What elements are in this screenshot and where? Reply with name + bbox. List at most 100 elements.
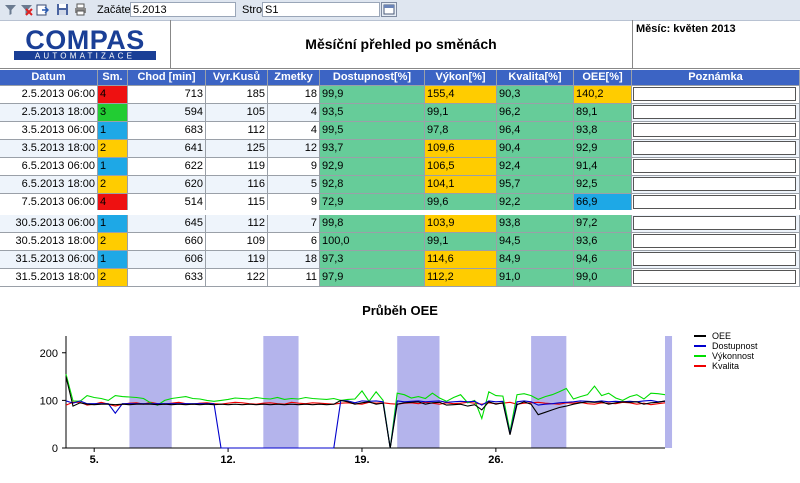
start-month-input[interactable]: 5.2013 [130,2,236,17]
cell-qual: 84,9 [497,251,574,269]
machine-label: Stroj [242,4,265,16]
table-row[interactable]: 30.5.2013 06:00 1 645 112 7 99,8 103,9 93,8 97,2 [0,215,800,233]
weekend-band [263,336,299,448]
cell-perf: 114,6 [425,251,497,269]
note-input[interactable] [633,195,796,209]
series-line-2 [65,374,666,449]
calendar-button[interactable] [381,2,397,17]
table-row[interactable]: 2.5.2013 06:00 4 713 185 18 99,9 155,4 90,3 140,… [0,86,800,104]
cell-shift: 2 [98,176,128,194]
cell-perf: 109,6 [425,140,497,158]
column-header[interactable]: Chod [min] [128,70,206,86]
note-input[interactable] [633,234,796,248]
cell-pcs: 122 [206,269,268,287]
cell-perf: 99,6 [425,194,497,212]
clear-filter-icon[interactable] [20,3,33,16]
table-row[interactable]: 2.5.2013 18:00 3 594 105 4 93,5 99,1 96,2 89,1 [0,104,800,122]
cell-avail: 97,3 [320,251,425,269]
cell-shift: 4 [98,86,128,104]
cell-shift: 1 [98,158,128,176]
column-header[interactable]: Dostupnost[%] [320,70,425,86]
cell-scrap: 4 [268,104,320,122]
table-header: Datum Sm. Chod [min] Vyr.Kusů Zmetky Dostupno… [0,70,800,88]
legend-label: Kvalita [712,361,739,371]
cell-date: 31.5.2013 18:00 [0,269,98,287]
filter-icon[interactable] [4,3,17,16]
note-cell [632,215,800,233]
table-row[interactable]: 6.5.2013 18:00 2 620 116 5 92,8 104,1 95,7 92,5 [0,176,800,194]
note-input[interactable] [633,141,796,155]
cell-date: 30.5.2013 06:00 [0,215,98,233]
cell-oee: 99,0 [574,269,632,287]
table-row[interactable]: 31.5.2013 06:00 1 606 119 18 97,3 114,6 84,9 94,… [0,251,800,269]
cell-qual: 91,0 [497,269,574,287]
cell-pcs: 185 [206,86,268,104]
cell-avail: 100,0 [320,233,425,251]
cell-avail: 92,8 [320,176,425,194]
cell-pcs: 115 [206,194,268,212]
cell-pcs: 105 [206,104,268,122]
column-header[interactable]: Poznámka [632,70,800,86]
note-input[interactable] [633,159,796,173]
note-input[interactable] [633,177,796,191]
note-input[interactable] [633,123,796,137]
calendar-icon [383,4,395,15]
note-input[interactable] [633,252,796,266]
column-header[interactable]: Zmetky [268,70,320,86]
cell-avail: 99,9 [320,86,425,104]
cell-perf: 97,8 [425,122,497,140]
cell-run: 606 [128,251,206,269]
cell-pcs: 112 [206,215,268,233]
cell-qual: 93,8 [497,215,574,233]
table-row[interactable]: 3.5.2013 06:00 1 683 112 4 99,5 97,8 96,4 93,8 [0,122,800,140]
table-row[interactable]: 3.5.2013 18:00 2 641 125 12 93,7 109,6 90,4 92,9 [0,140,800,158]
cell-oee: 94,6 [574,251,632,269]
cell-run: 620 [128,176,206,194]
column-header[interactable]: Kvalita[%] [497,70,574,86]
note-cell [632,86,800,104]
column-header[interactable]: OEE[%] [574,70,632,86]
cell-qual: 96,4 [497,122,574,140]
legend-label: Dostupnost [712,341,758,351]
cell-perf: 99,1 [425,233,497,251]
cell-shift: 1 [98,122,128,140]
cell-date: 6.5.2013 18:00 [0,176,98,194]
cell-run: 660 [128,233,206,251]
cell-shift: 1 [98,251,128,269]
cell-scrap: 18 [268,251,320,269]
note-input[interactable] [633,216,796,230]
note-input[interactable] [633,105,796,119]
save-icon[interactable] [56,3,69,16]
export-icon[interactable] [36,3,49,16]
column-header[interactable]: Vyr.Kusů [206,70,268,86]
machine-input[interactable]: S1 [262,2,380,17]
note-cell [632,122,800,140]
cell-run: 594 [128,104,206,122]
table-row[interactable]: 6.5.2013 06:00 1 622 119 9 92,9 106,5 92,4 91,4 [0,158,800,176]
cell-oee: 97,2 [574,215,632,233]
print-icon[interactable] [74,3,87,16]
cell-scrap: 18 [268,86,320,104]
cell-perf: 99,1 [425,104,497,122]
cell-shift: 3 [98,104,128,122]
cell-oee: 93,6 [574,233,632,251]
cell-scrap: 11 [268,269,320,287]
note-cell [632,176,800,194]
column-header[interactable]: Sm. [98,70,128,86]
note-input[interactable] [633,270,796,284]
cell-shift: 2 [98,140,128,158]
cell-oee: 66,9 [574,194,632,212]
note-input[interactable] [633,87,796,101]
cell-date: 31.5.2013 06:00 [0,251,98,269]
cell-run: 713 [128,86,206,104]
cell-shift: 1 [98,215,128,233]
series-line-1 [65,399,666,449]
table-row[interactable]: 31.5.2013 18:00 2 633 122 11 97,9 112,2 91,0 99,… [0,269,800,287]
column-header[interactable]: Datum [0,70,98,86]
column-header[interactable]: Výkon[%] [425,70,497,86]
cell-date: 6.5.2013 06:00 [0,158,98,176]
table-row[interactable]: 7.5.2013 06:00 4 514 115 9 72,9 99,6 92,2 66,9 [0,194,800,212]
chart-title: Průběh OEE [362,303,438,318]
table-row[interactable]: 30.5.2013 18:00 2 660 109 6 100,0 99,1 94,5 93,6 [0,233,800,251]
cell-avail: 92,9 [320,158,425,176]
